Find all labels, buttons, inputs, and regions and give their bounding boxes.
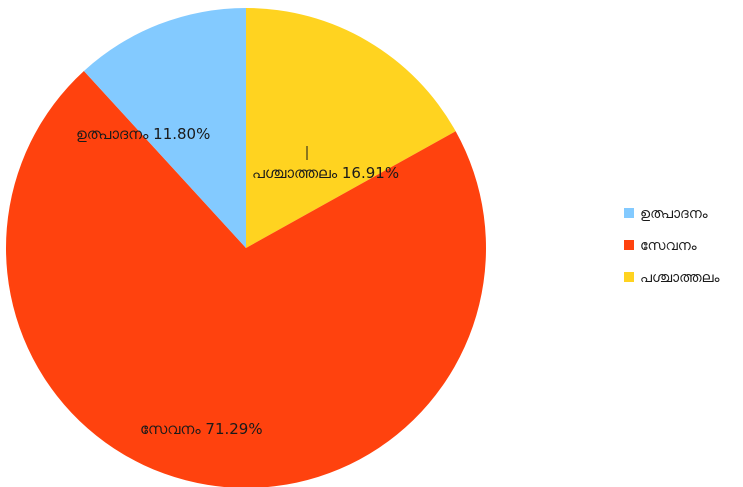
legend-swatch: [624, 240, 634, 250]
slice-labels: പശ്ചാത്തലം 16.91% സേവനം 71.29% ഉത്പാദനം 11…: [76, 125, 399, 438]
legend-label: ഉത്പാദനം: [640, 206, 708, 222]
legend-label: സേവനം: [640, 238, 697, 254]
slice-data-label: സേവനം 71.29%: [140, 420, 263, 438]
pie-slice: [6, 70, 486, 487]
slice-data-label: ഉത്പാദനം 11.80%: [76, 125, 210, 143]
pie-slice: [83, 8, 246, 248]
pie-slices: [6, 8, 486, 487]
legend-swatch: [624, 208, 634, 218]
legend: ഉത്പാദനം സേവനം പശ്ചാത്തലം: [624, 206, 720, 286]
slice-data-label: പശ്ചാത്തലം 16.91%: [252, 164, 399, 182]
legend-swatch: [624, 272, 634, 282]
pie-slice: [246, 8, 456, 248]
legend-label: പശ്ചാത്തലം: [640, 270, 720, 286]
